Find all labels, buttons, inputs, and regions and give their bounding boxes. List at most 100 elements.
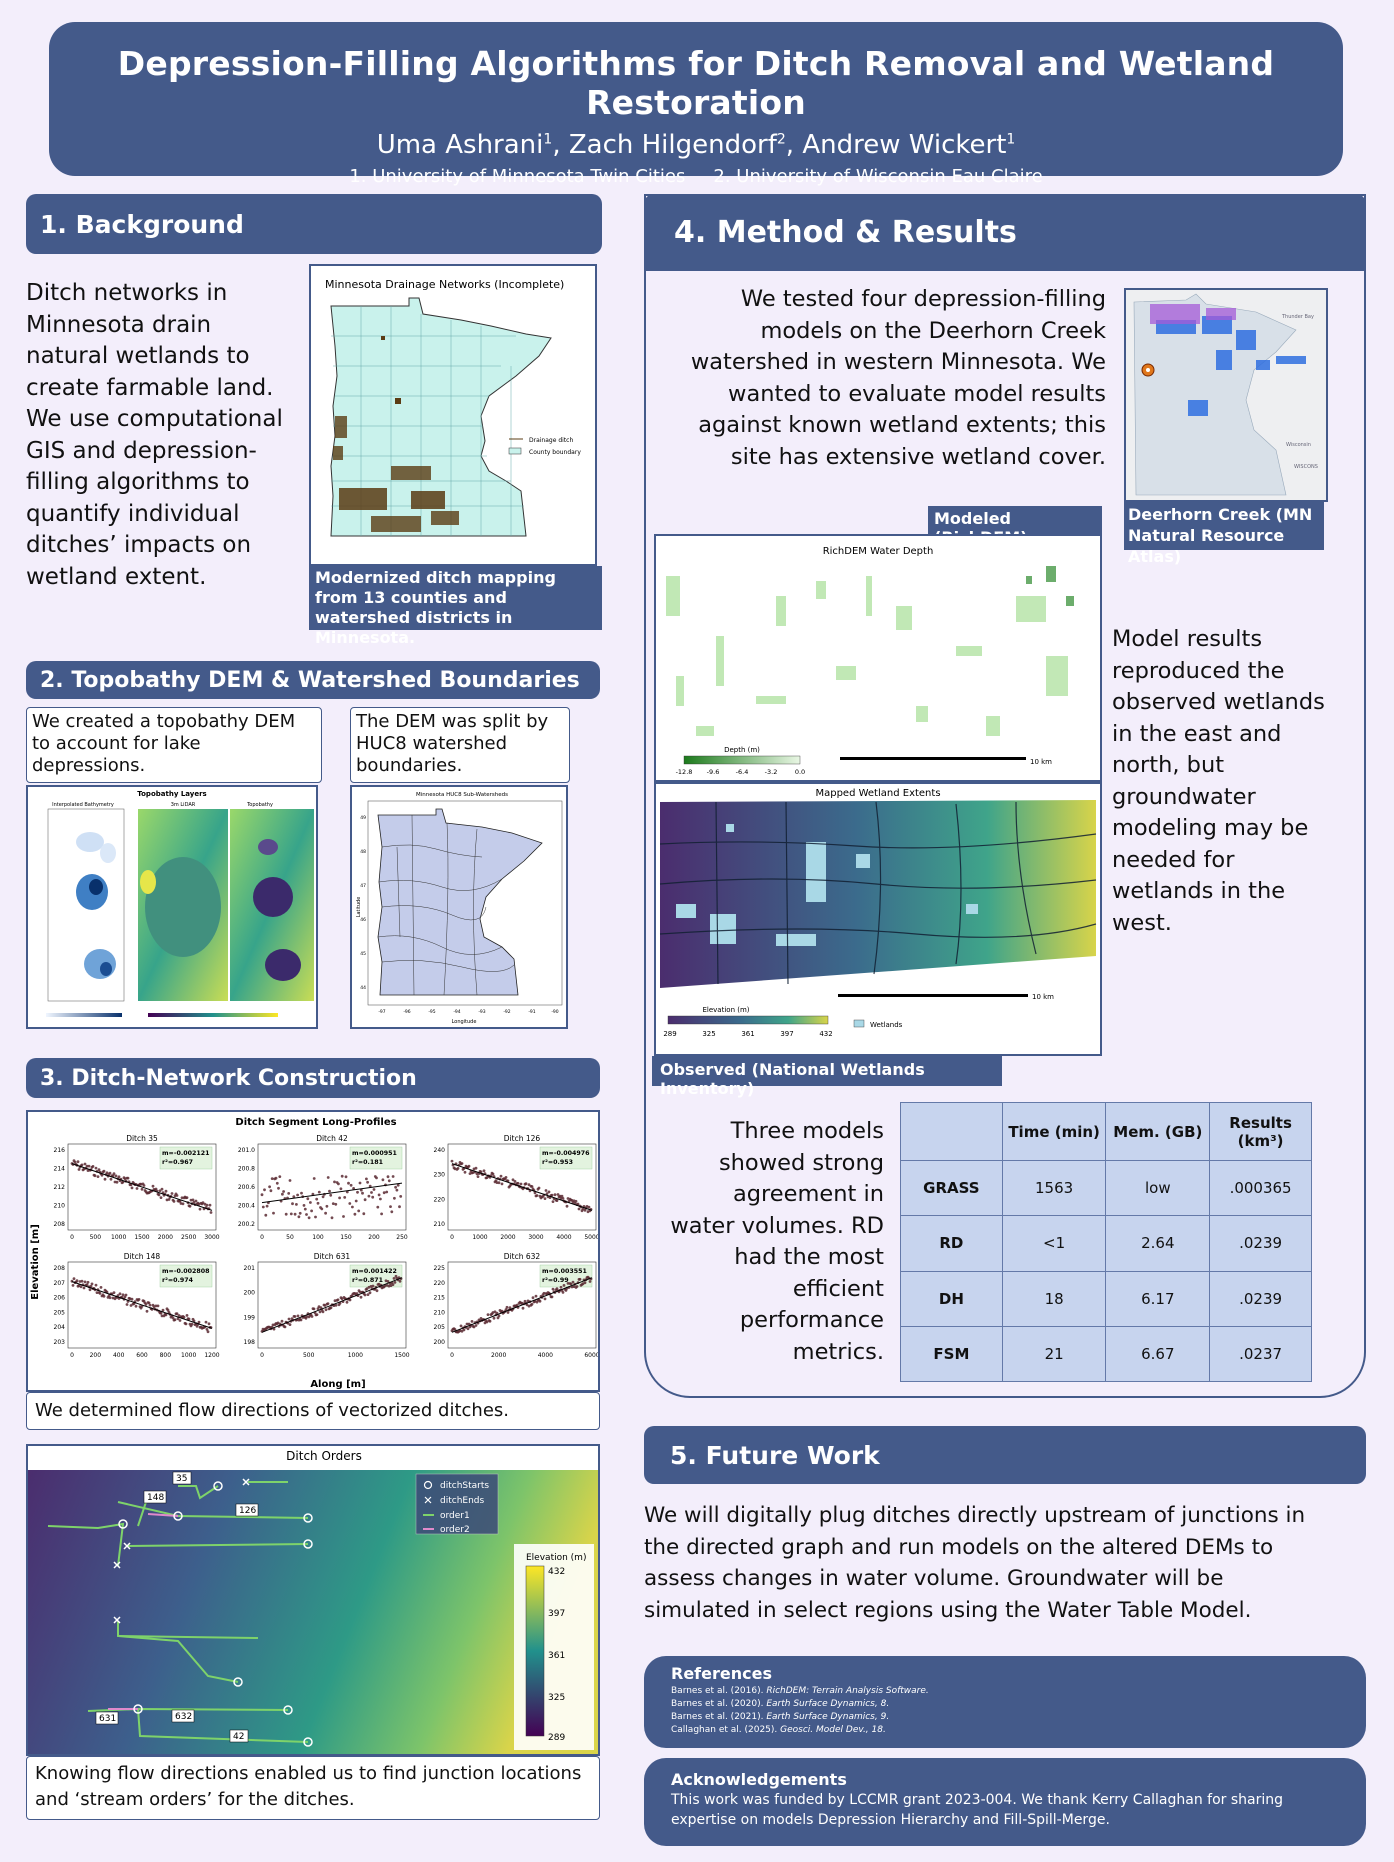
profile-point: [516, 1181, 520, 1185]
profile-point: [396, 1183, 400, 1187]
profile-point: [307, 1216, 311, 1220]
profile-point: [116, 1294, 120, 1297]
svg-text:10 km: 10 km: [1030, 758, 1052, 766]
profile-point: [476, 1175, 480, 1178]
table-row: FSM 21 6.67.0237: [900, 1325, 1312, 1383]
svg-text:Wetlands: Wetlands: [870, 1021, 903, 1029]
svg-text:-96: -96: [403, 1009, 410, 1015]
profile-point: [462, 1328, 466, 1332]
profile-point: [543, 1197, 547, 1200]
drainage-map-figure: Minnesota Drainage Networks (Incomplete)…: [309, 264, 597, 566]
profile-point: [167, 1198, 171, 1201]
profile-point: [479, 1170, 483, 1174]
profile-point: [204, 1320, 208, 1324]
profile-point: [547, 1190, 551, 1194]
profile-point: [194, 1199, 198, 1203]
ditch-labels: 35 148 126 631 632 42: [95, 1471, 259, 1743]
profile-ytick: 200: [434, 1339, 446, 1346]
profile-title: Ditch 42: [316, 1134, 348, 1143]
profile-point: [575, 1285, 579, 1288]
profile-xtick: 600: [136, 1352, 148, 1359]
stats-box: [159, 1264, 213, 1288]
profile-point: [184, 1322, 188, 1326]
svg-text:361: 361: [741, 1030, 754, 1038]
profile-point: [538, 1299, 542, 1303]
profile-fit-line: [451, 1277, 593, 1333]
profile-point: [515, 1303, 519, 1307]
profile-ytick: 240: [434, 1147, 446, 1154]
profile-point: [524, 1182, 528, 1186]
svg-text:Longitude: Longitude: [452, 1019, 477, 1025]
profile-point: [108, 1171, 112, 1175]
drainage-lines: [659, 801, 1097, 985]
profile-point: [83, 1162, 87, 1166]
profile-point: [571, 1280, 575, 1284]
profile-point: [577, 1207, 581, 1211]
profile-xtick: 5000: [584, 1234, 598, 1241]
profile-ytick: 198: [244, 1339, 256, 1346]
order2-lines: [108, 1513, 179, 1710]
profile-point: [398, 1205, 401, 1209]
profile-ytick: 207: [54, 1280, 66, 1287]
profile-point: [391, 1283, 395, 1286]
section-3-header: 3. Ditch-Network Construction: [26, 1058, 600, 1098]
svg-text:-95: -95: [428, 1009, 435, 1015]
profile-point: [527, 1183, 531, 1187]
profile-point: [87, 1164, 91, 1168]
profile-point: [148, 1303, 152, 1307]
flow-direction-caption: We determined flow directions of vectori…: [26, 1392, 600, 1430]
profile-point: [315, 1313, 319, 1316]
profile-point: [288, 1323, 292, 1326]
profile-point: [504, 1308, 508, 1311]
profile-stat: r²=0.967: [162, 1159, 193, 1166]
svg-text:632: 632: [175, 1712, 192, 1722]
references-title: References: [671, 1664, 772, 1683]
profile-fit-line: [261, 1277, 403, 1333]
profile-point: [109, 1177, 113, 1181]
profile-point: [466, 1327, 470, 1331]
profile-xtick: 500: [303, 1352, 315, 1359]
profile-point: [77, 1168, 81, 1171]
profile-point: [370, 1191, 373, 1194]
profile-point: [381, 1178, 385, 1182]
profile-point: [340, 1297, 344, 1301]
profile-point: [338, 1196, 341, 1200]
profile-stat: m=-0.002121: [162, 1150, 210, 1157]
profile-point: [375, 1289, 379, 1293]
references-box: References Barnes et al. (2016). RichDEM…: [644, 1656, 1366, 1748]
svg-text:Mapped Wetland Extents: Mapped Wetland Extents: [815, 788, 940, 799]
profile-point: [497, 1314, 501, 1318]
poster-title: Depression-Filling Algorithms for Ditch …: [117, 44, 1275, 122]
profile-point: [121, 1293, 125, 1297]
profile-point: [569, 1282, 573, 1286]
profile-xtick: 1000: [181, 1352, 196, 1359]
profile-point: [275, 1181, 279, 1185]
profile-point: [566, 1282, 570, 1285]
profile-point: [272, 1211, 275, 1215]
ditch-orders-figure: Ditch Orders 35 148 126 631 632 42 ditch…: [26, 1444, 600, 1756]
profile-point: [354, 1199, 358, 1203]
profile-point: [176, 1317, 180, 1321]
profile-point: [85, 1283, 89, 1286]
svg-text:Topobathy: Topobathy: [246, 802, 273, 808]
profile-point: [355, 1292, 359, 1295]
profile-point: [191, 1198, 195, 1202]
nwi-wetlands: [676, 824, 978, 946]
svg-text:-3.2: -3.2: [765, 768, 778, 776]
profile-point: [337, 1182, 340, 1186]
profile-xtick: 6000: [584, 1352, 598, 1359]
modeled-label: Modeled (RichDEM): [928, 506, 1102, 547]
profile-ytick: 208: [54, 1221, 66, 1228]
deerhorn-map: Thunder Bay Wisconsin WISCONS: [1124, 288, 1328, 502]
svg-text:46: 46: [360, 917, 366, 923]
topobathy-svg: Topobathy Layers Interpolated Bathymetry…: [46, 790, 314, 1017]
profile-point: [375, 1176, 378, 1180]
profile-xtick: 2500: [181, 1234, 196, 1241]
profile-point: [160, 1314, 164, 1318]
stream-order-caption: Knowing flow directions enabled us to fi…: [26, 1756, 600, 1820]
profile-point: [472, 1325, 476, 1329]
orders-legend: ditchStarts ditchEnds order1 order2: [415, 1473, 499, 1535]
profile-xtick: 1500: [134, 1234, 149, 1241]
profile-xtick: 500: [90, 1234, 102, 1241]
profile-point: [309, 1201, 312, 1204]
